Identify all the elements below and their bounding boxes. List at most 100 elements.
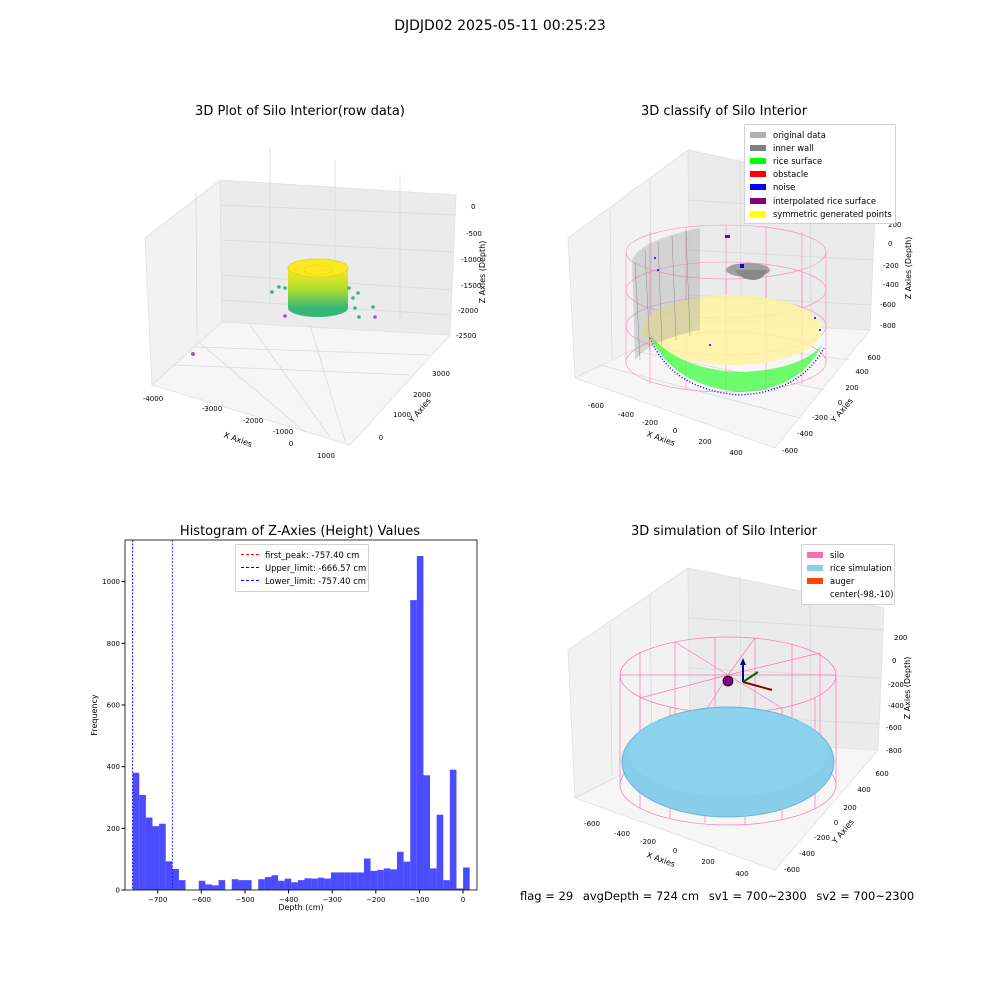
legend-swatch bbox=[807, 564, 823, 571]
histogram-bar bbox=[139, 795, 146, 890]
histogram-xtick-label: −600 bbox=[192, 896, 211, 904]
legend-swatch bbox=[750, 210, 766, 217]
p1-ytick: 2000 bbox=[413, 391, 431, 399]
histogram-ytick-label: 800 bbox=[107, 640, 120, 648]
p1-ztick: -500 bbox=[466, 230, 482, 238]
sv2-value: sv2 = 700~2300 bbox=[816, 889, 915, 903]
p4-xtick: 200 bbox=[701, 858, 714, 866]
legend-swatch bbox=[750, 157, 766, 164]
legend-swatch bbox=[807, 551, 823, 558]
histogram-xtick-label: −500 bbox=[235, 896, 254, 904]
histogram-bar bbox=[198, 880, 206, 890]
legend-swatch bbox=[750, 171, 766, 178]
p2-zlabel: Z Axies (Depth) bbox=[904, 237, 913, 300]
histogram-bar bbox=[258, 879, 265, 890]
legend-item: inner wall bbox=[750, 141, 890, 154]
p4-ztick: -400 bbox=[888, 702, 904, 710]
p2-xtick: -600 bbox=[588, 402, 604, 410]
histogram-bar bbox=[304, 878, 312, 890]
p1-ztick: 0 bbox=[471, 203, 475, 211]
histogram-bar bbox=[311, 878, 318, 890]
histogram-bar bbox=[238, 880, 246, 890]
p1-ztick: -1500 bbox=[461, 282, 481, 290]
status-footer: flag = 29 avgDepth = 724 cm sv1 = 700~23… bbox=[520, 889, 920, 903]
p1-ytick: 1000 bbox=[393, 411, 411, 419]
p2-ztick: -400 bbox=[883, 281, 899, 289]
histogram-bar bbox=[159, 823, 166, 890]
histogram-bar bbox=[436, 814, 444, 890]
histogram-bar bbox=[172, 869, 179, 890]
panel1-3d-axes: -4000 -3000 -2000 -1000 0 1000 0 1000 20… bbox=[143, 148, 487, 460]
p4-ytick: -400 bbox=[799, 850, 815, 858]
p2-xtick: 0 bbox=[673, 427, 677, 435]
p4-ztick: 0 bbox=[892, 657, 896, 665]
histogram-ytick-label: 200 bbox=[107, 825, 120, 833]
histogram-ytick-label: 0 bbox=[116, 887, 120, 895]
p2-ytick: -400 bbox=[797, 430, 813, 438]
histogram-bar bbox=[397, 851, 404, 890]
p2-ztick: -200 bbox=[883, 262, 899, 270]
histogram-bar bbox=[390, 869, 398, 890]
histogram-xtick-label: −700 bbox=[148, 896, 167, 904]
histogram-bar bbox=[271, 875, 279, 890]
legend-swatch bbox=[750, 197, 766, 204]
histogram-bar bbox=[443, 880, 450, 890]
histogram-bar bbox=[423, 775, 431, 890]
legend-swatch bbox=[750, 131, 766, 138]
p4-ytick: 600 bbox=[875, 770, 888, 778]
panel2-title: 3D classify of Silo Interior bbox=[640, 104, 808, 119]
p1-xtick: -2000 bbox=[243, 417, 263, 425]
p2-xtick: 400 bbox=[729, 449, 742, 457]
p2-ytick: 200 bbox=[845, 384, 858, 392]
legend-swatch bbox=[807, 591, 823, 597]
histogram-bar bbox=[357, 872, 364, 890]
p2-xtick: -400 bbox=[618, 411, 634, 419]
p2-ztick: 0 bbox=[888, 240, 892, 248]
histogram-ytick-label: 400 bbox=[107, 763, 120, 771]
p4-xtick: -600 bbox=[584, 820, 600, 828]
histogram-bar bbox=[231, 879, 239, 890]
panel4-title: 3D simulation of Silo Interior bbox=[631, 524, 817, 539]
histogram-ylabel: Frequency bbox=[90, 694, 99, 736]
histogram-bar bbox=[165, 861, 173, 890]
histogram-ytick-label: 1000 bbox=[102, 578, 120, 586]
legend-line bbox=[241, 554, 259, 556]
p1-xtick: 1000 bbox=[317, 452, 335, 460]
p1-ytick: 0 bbox=[379, 434, 383, 442]
legend-swatch bbox=[750, 184, 766, 191]
p2-ytick: -600 bbox=[782, 447, 798, 455]
p1-ztick: -2500 bbox=[456, 332, 476, 340]
p1-ytick: 3000 bbox=[432, 370, 450, 378]
histogram-bar bbox=[449, 769, 457, 890]
panel2-3d-axes: -600 -400 -200 0 200 400 -600 -400 -200 … bbox=[567, 149, 913, 457]
figure-title: DJDJD02 2025-05-11 00:25:23 bbox=[394, 18, 606, 34]
p2-ytick: 600 bbox=[867, 354, 880, 362]
p4-ztick: -200 bbox=[888, 681, 904, 689]
histogram-bar bbox=[456, 888, 464, 890]
histogram-xtick-label: −200 bbox=[366, 896, 385, 904]
histogram-legend: first_peak: -757.40 cm Upper_limit: -666… bbox=[235, 544, 369, 592]
p2-ztick: -600 bbox=[880, 301, 896, 309]
panel4-3d-axes: -600 -400 -200 0 200 400 -600 -400 -200 … bbox=[567, 567, 912, 878]
histogram-ytick-label: 600 bbox=[107, 701, 120, 709]
flag-value: flag = 29 bbox=[520, 889, 574, 903]
histogram-bar bbox=[363, 858, 371, 890]
histogram-bar bbox=[430, 868, 437, 890]
histogram-bar bbox=[337, 872, 345, 890]
histogram-bar bbox=[178, 880, 186, 890]
avg-depth-value: avgDepth = 724 cm bbox=[582, 889, 700, 903]
histogram-bar bbox=[350, 872, 358, 890]
histogram-bar bbox=[344, 872, 351, 890]
p2-ytick: 400 bbox=[855, 368, 868, 376]
legend-item: noise bbox=[750, 181, 890, 194]
histogram-bar bbox=[463, 867, 470, 890]
p4-ytick: 200 bbox=[843, 804, 856, 812]
legend-item: center(-98,-10) bbox=[807, 588, 894, 601]
histogram-xtick-label: −400 bbox=[279, 896, 298, 904]
p4-zlabel: Z Axies (Depth) bbox=[903, 657, 912, 720]
p1-xtick: 0 bbox=[289, 440, 293, 448]
histogram-bar bbox=[297, 880, 305, 890]
legend-item: auger bbox=[807, 574, 889, 587]
legend-item: first_peak: -757.40 cm bbox=[241, 548, 363, 561]
histogram-xtick-label: −100 bbox=[410, 896, 429, 904]
